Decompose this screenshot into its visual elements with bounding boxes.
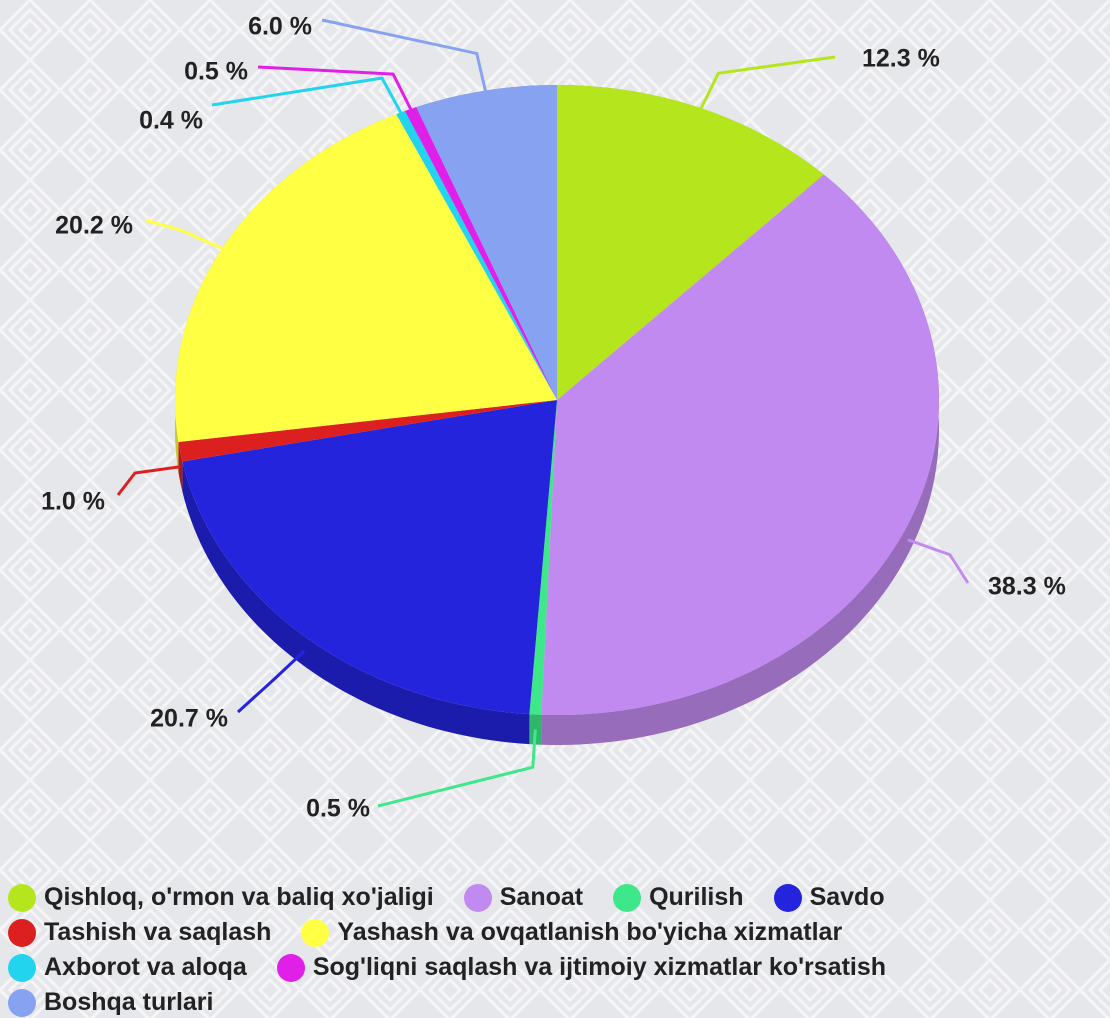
legend-item: Yashash va ovqatlanish bo'yicha xizmatla…: [301, 917, 842, 948]
slice-side: [182, 461, 530, 745]
legend-item: Axborot va aloqa: [8, 952, 247, 983]
legend-item: Tashish va saqlash: [8, 917, 271, 948]
data-label: 6.0 %: [248, 13, 312, 41]
legend-marker: [463, 883, 492, 912]
leader-line: [144, 218, 223, 250]
pie-slices: [175, 85, 939, 715]
legend-marker: [773, 883, 802, 912]
slice: [396, 110, 557, 400]
legend-item: Qishloq, o'rmon va baliq xo'jaligi: [8, 882, 434, 913]
legend-label: Sanoat: [499, 883, 584, 911]
legend: Qishloq, o'rmon va baliq xo'jaligi Sanoat…: [8, 882, 1108, 1018]
slice: [416, 85, 557, 400]
slice: [529, 400, 557, 715]
data-label: 1.0 %: [41, 488, 105, 516]
legend-label: Sog'liqni saqlash va ijtimoiy xizmatlar …: [312, 953, 887, 981]
leader-line: [116, 465, 181, 496]
data-label: 12.3 %: [862, 45, 940, 73]
legend-marker: [8, 953, 36, 982]
data-label: 0.5 %: [306, 795, 370, 823]
slice: [541, 174, 939, 715]
slice: [175, 114, 557, 442]
legend-marker: [8, 988, 36, 1017]
legend-marker: [301, 918, 330, 947]
legend-label: Axborot va aloqa: [44, 953, 247, 981]
legend-marker: [613, 883, 642, 912]
slice-side: [529, 714, 542, 745]
leader-line: [257, 65, 413, 110]
legend-item: Sog'liqni saqlash va ijtimoiy xizmatlar …: [276, 952, 887, 983]
legend-marker: [8, 918, 36, 947]
data-label: 0.4 %: [139, 107, 203, 135]
data-label: 20.2 %: [55, 212, 133, 240]
legend-label: Tashish va saqlash: [44, 918, 272, 946]
leader-line: [699, 55, 836, 109]
legend-label: Qurilish: [649, 883, 744, 911]
legend-item: Savdo: [773, 882, 885, 913]
leader-line: [211, 76, 403, 114]
slice: [178, 400, 558, 462]
data-label: 38.3 %: [988, 573, 1066, 601]
slice: [405, 107, 557, 400]
legend-label: Boshqa turlari: [44, 988, 214, 1016]
slice-side: [178, 441, 183, 492]
legend-item: Qurilish: [613, 882, 744, 913]
data-label: 0.5 %: [184, 58, 248, 86]
legend-item: Boshqa turlari: [8, 987, 213, 1018]
leader-line: [321, 18, 487, 91]
legend-label: Yashash va ovqatlanish bo'yicha xizmatla…: [337, 918, 843, 946]
slice: [182, 400, 557, 715]
legend-marker: [276, 953, 305, 982]
slice: [557, 85, 824, 400]
leader-line: [377, 729, 537, 808]
legend-label: Savdo: [809, 883, 885, 911]
leader-line: [236, 650, 306, 714]
data-labels: 12.3 % 38.3 % 0.5 % 20.7 % 1.0 % 20.2 % 0.4 % 0…: [41, 13, 1066, 823]
data-label: 20.7 %: [150, 705, 228, 733]
legend-marker: [8, 883, 36, 912]
legend-item: Sanoat: [463, 882, 584, 913]
leader-line: [907, 538, 970, 584]
legend-label: Qishloq, o'rmon va baliq xo'jaligi: [44, 883, 434, 911]
